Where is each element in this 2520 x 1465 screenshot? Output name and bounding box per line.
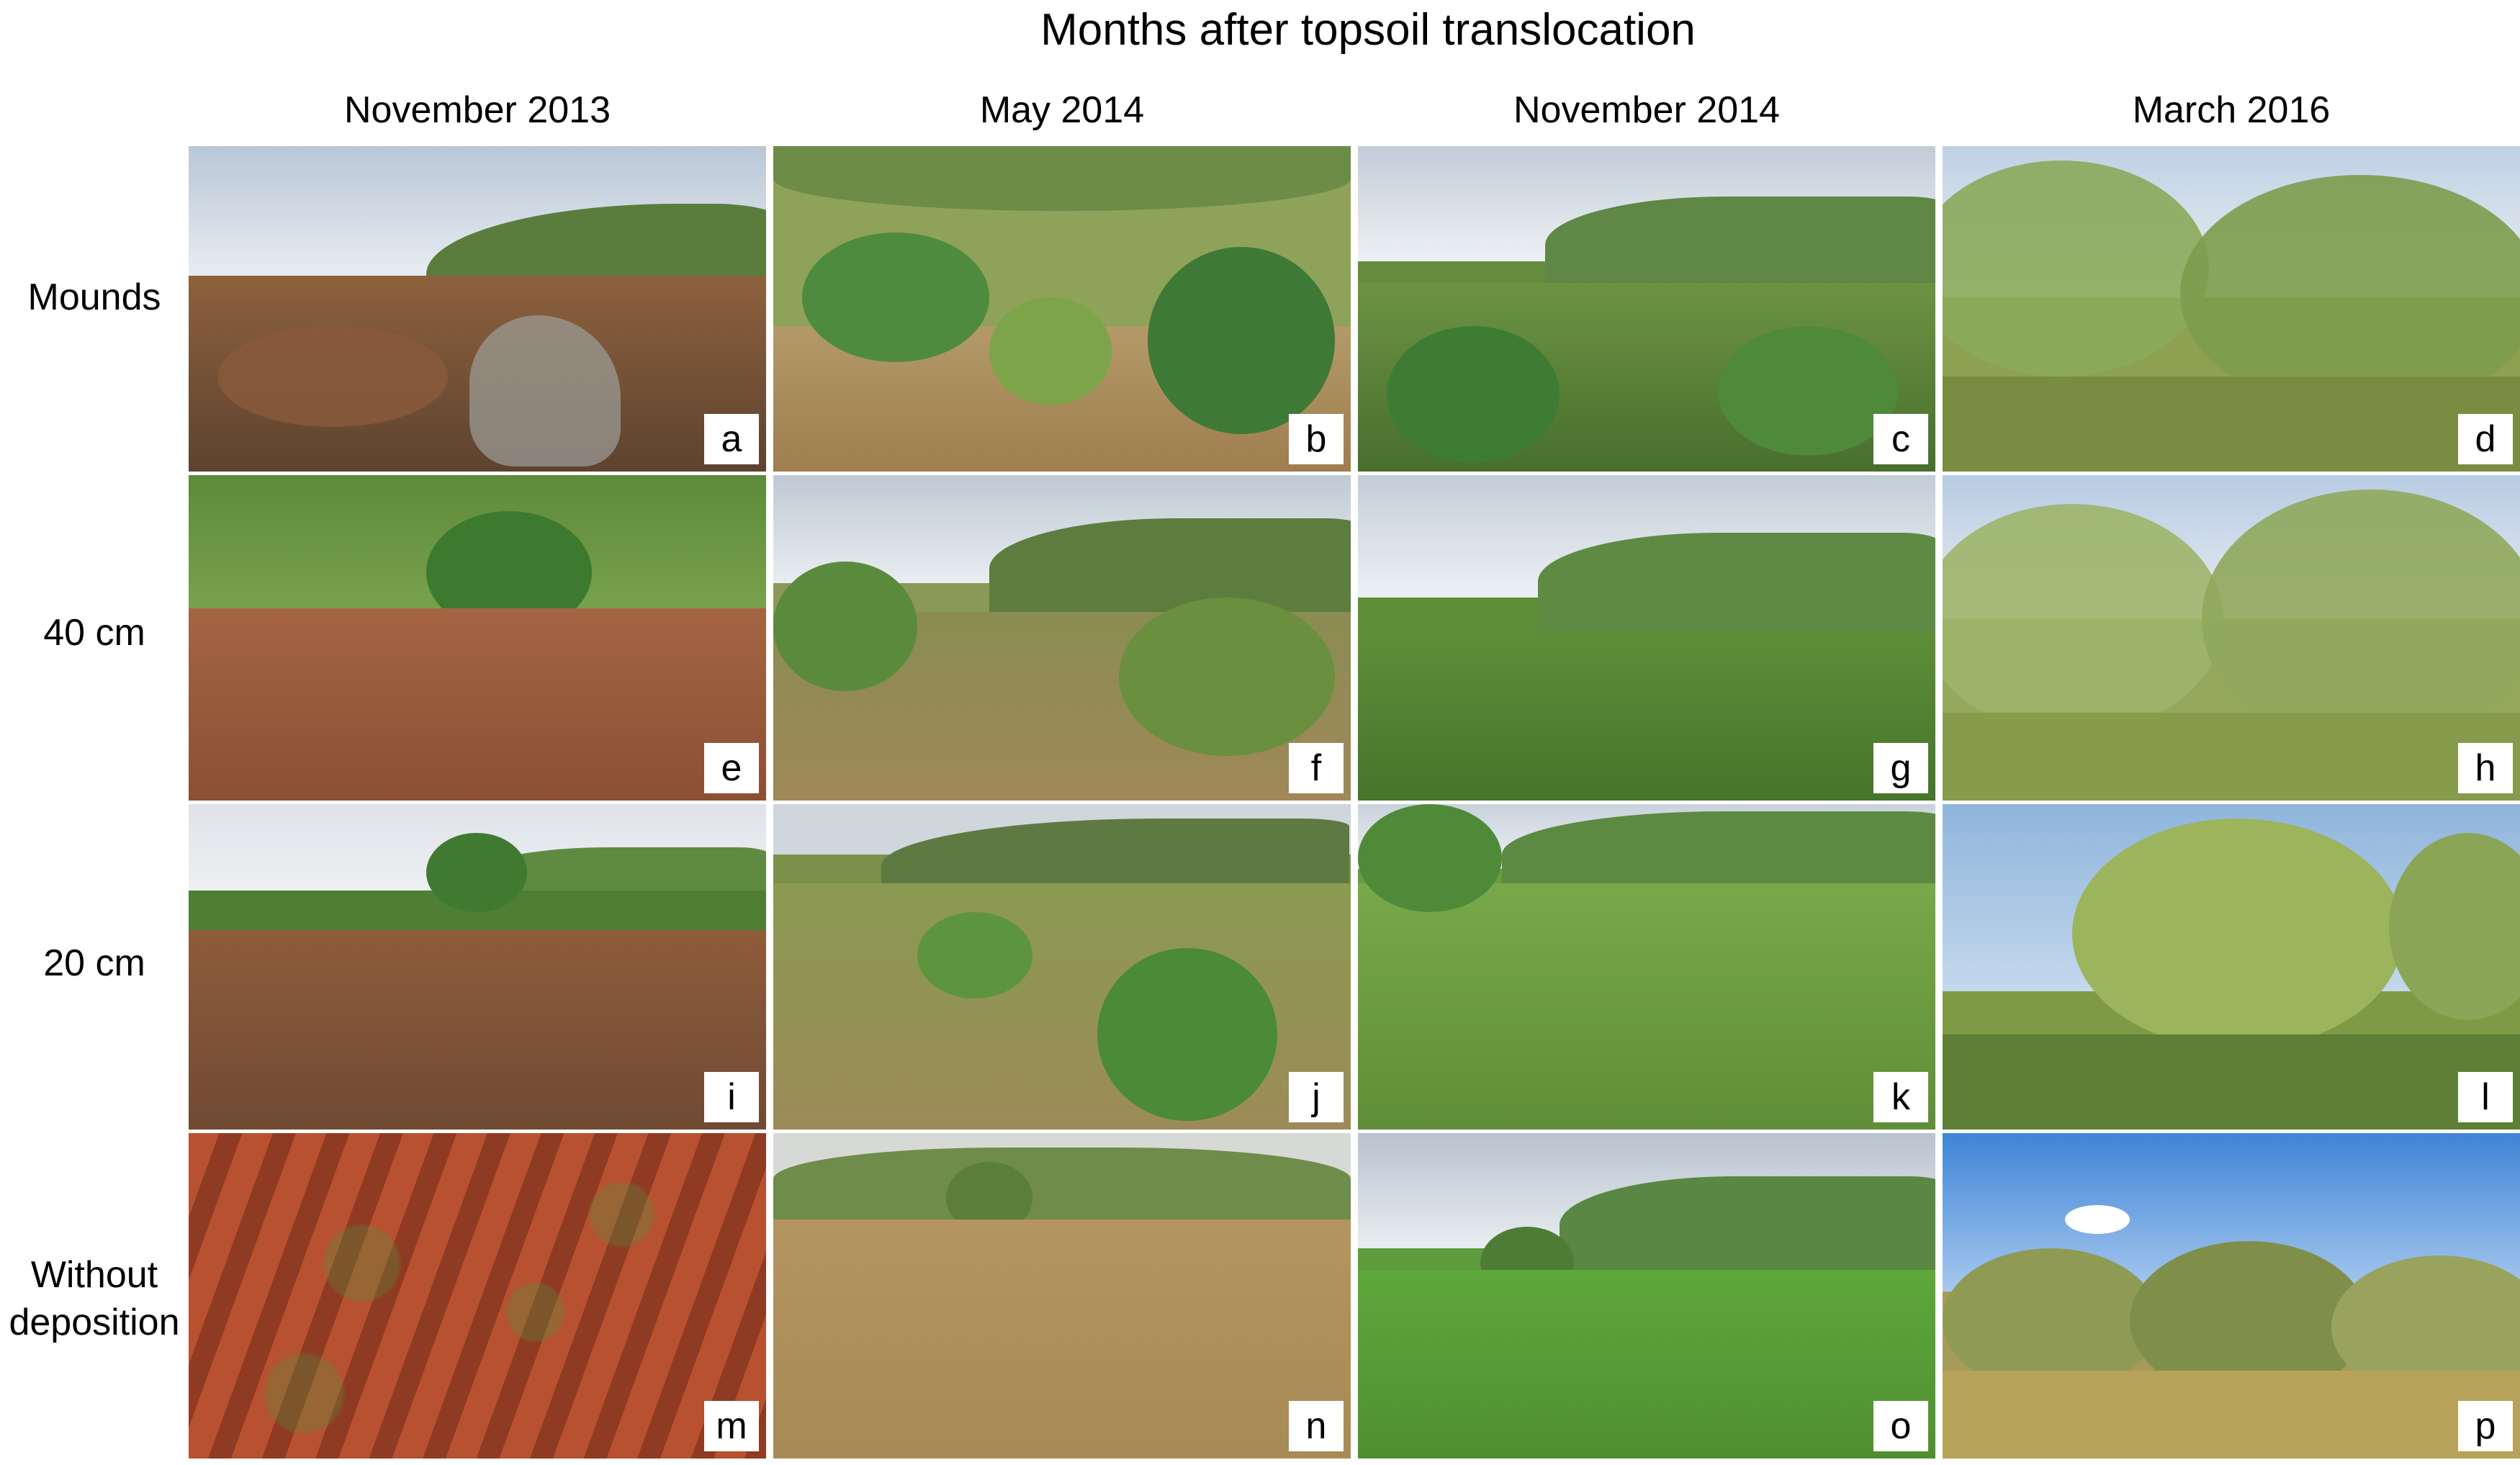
panel-label-d: d bbox=[2458, 414, 2513, 464]
row-header-without-deposition: Without deposition bbox=[0, 1251, 189, 1346]
photo-panel-a: a bbox=[189, 146, 766, 472]
panel-label-p: p bbox=[2458, 1401, 2513, 1451]
row-label-line: deposition bbox=[9, 1302, 180, 1343]
photo-panel-d: d bbox=[1943, 146, 2520, 472]
photo-panel-b: b bbox=[773, 146, 1351, 472]
figure-title: Months after topsoil translocation bbox=[1040, 5, 1696, 55]
panel-label-o: o bbox=[1873, 1401, 1928, 1451]
photo-panel-p: p bbox=[1943, 1133, 2520, 1459]
panel-label-h: h bbox=[2458, 743, 2513, 793]
row-label-line: Without bbox=[30, 1254, 158, 1296]
panel-label-k: k bbox=[1873, 1072, 1928, 1122]
photo-panel-f: f bbox=[773, 475, 1351, 801]
photo-panel-e: e bbox=[189, 475, 766, 801]
panel-label-n: n bbox=[1289, 1401, 1344, 1451]
row-label-line: 20 cm bbox=[43, 942, 145, 984]
photo-panel-i: i bbox=[189, 804, 766, 1130]
photo-panel-h: h bbox=[1943, 475, 2520, 801]
photo-panel-l: l bbox=[1943, 804, 2520, 1130]
row-label-line: Mounds bbox=[27, 276, 161, 318]
photo-panel-k: k bbox=[1358, 804, 1935, 1130]
column-header-4: March 2016 bbox=[2132, 89, 2331, 131]
photo-panel-j: j bbox=[773, 804, 1351, 1130]
row-header-40cm: 40 cm bbox=[0, 609, 189, 657]
photo-panel-n: n bbox=[773, 1133, 1351, 1459]
panel-label-c: c bbox=[1873, 414, 1928, 464]
panel-label-i: i bbox=[704, 1072, 759, 1122]
panel-label-g: g bbox=[1873, 743, 1928, 793]
panel-label-b: b bbox=[1289, 414, 1344, 464]
column-header-1: November 2013 bbox=[344, 89, 611, 131]
column-header-3: November 2014 bbox=[1513, 89, 1780, 131]
panel-label-f: f bbox=[1289, 743, 1344, 793]
panel-label-j: j bbox=[1289, 1072, 1344, 1122]
photo-panel-m: m bbox=[189, 1133, 766, 1459]
photo-panel-c: c bbox=[1358, 146, 1935, 472]
panel-label-e: e bbox=[704, 743, 759, 793]
panel-label-a: a bbox=[704, 414, 759, 464]
row-header-mounds: Mounds bbox=[0, 274, 189, 321]
row-header-20cm: 20 cm bbox=[0, 939, 189, 987]
panel-label-m: m bbox=[704, 1401, 759, 1451]
column-header-2: May 2014 bbox=[979, 89, 1145, 131]
panel-label-l: l bbox=[2458, 1072, 2513, 1122]
photo-panel-g: g bbox=[1358, 475, 1935, 801]
row-label-line: 40 cm bbox=[43, 612, 145, 654]
photo-panel-o: o bbox=[1358, 1133, 1935, 1459]
